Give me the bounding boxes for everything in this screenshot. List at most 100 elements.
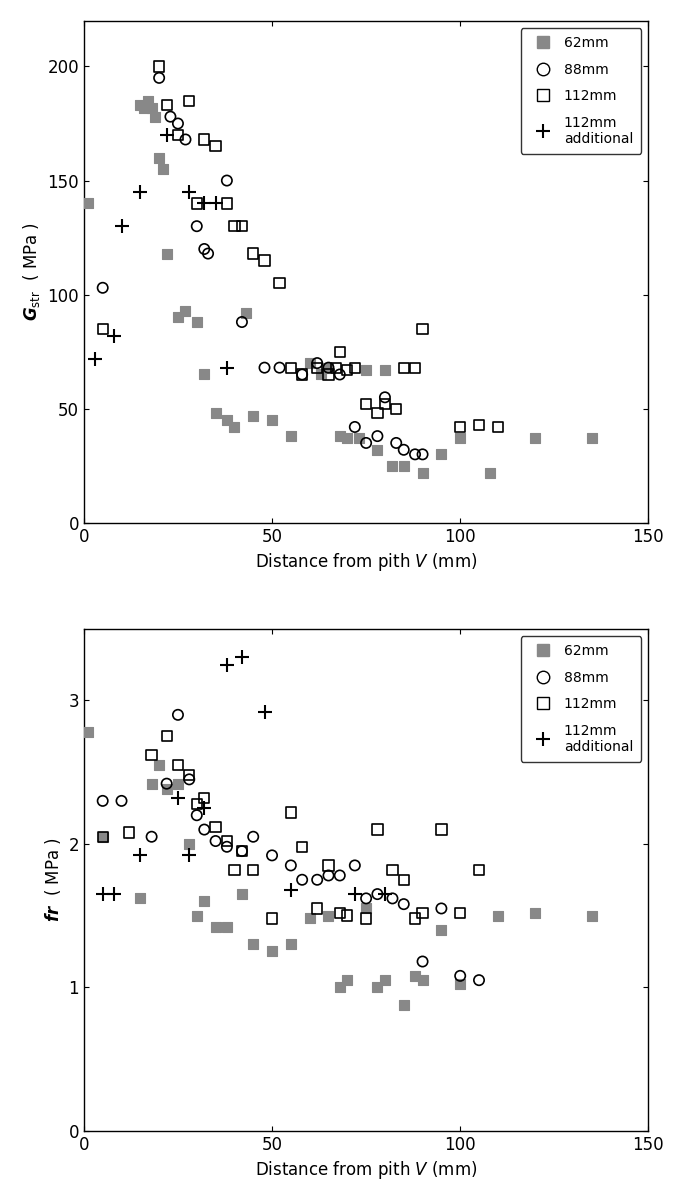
- Point: [173, 308, 184, 327]
- Point: [334, 903, 345, 922]
- Point: [210, 817, 221, 837]
- Point: [342, 429, 353, 448]
- Point: [286, 427, 297, 446]
- Point: [236, 885, 247, 904]
- Point: [221, 655, 232, 674]
- Legend: 62mm, 88mm, 112mm, 112mm
additional: 62mm, 88mm, 112mm, 112mm additional: [521, 28, 641, 154]
- Point: [398, 456, 409, 475]
- Point: [417, 903, 428, 922]
- Point: [150, 107, 161, 126]
- Point: [312, 358, 323, 377]
- Point: [82, 194, 93, 213]
- Point: [161, 780, 172, 799]
- Point: [360, 361, 371, 380]
- Point: [390, 434, 401, 453]
- Point: [410, 966, 421, 986]
- Point: [342, 906, 353, 926]
- Point: [210, 194, 221, 213]
- Point: [372, 885, 383, 904]
- Point: [436, 899, 447, 918]
- Point: [210, 917, 221, 936]
- Point: [184, 183, 195, 202]
- Point: [236, 841, 247, 861]
- Point: [372, 820, 383, 839]
- Point: [173, 114, 184, 133]
- Point: [199, 239, 210, 258]
- Point: [153, 148, 164, 167]
- Point: [165, 107, 176, 126]
- Point: [323, 865, 334, 885]
- Point: [379, 394, 390, 413]
- Point: [274, 358, 285, 377]
- Point: [248, 244, 259, 263]
- Point: [390, 399, 401, 418]
- Point: [199, 892, 210, 911]
- Point: [184, 769, 195, 789]
- Point: [349, 358, 360, 377]
- X-axis label: Distance from pith $V$ (mm): Distance from pith $V$ (mm): [255, 1159, 477, 1182]
- Point: [417, 970, 428, 989]
- Point: [191, 194, 202, 213]
- Point: [146, 97, 157, 117]
- Point: [286, 880, 297, 899]
- Point: [360, 909, 371, 928]
- Point: [473, 861, 484, 880]
- Point: [323, 906, 334, 926]
- Point: [266, 846, 277, 865]
- Point: [387, 888, 398, 908]
- Point: [153, 69, 164, 88]
- Point: [90, 349, 101, 368]
- Point: [342, 970, 353, 989]
- Point: [436, 820, 447, 839]
- Point: [221, 411, 232, 430]
- Point: [485, 463, 496, 482]
- Point: [259, 358, 270, 377]
- Point: [191, 313, 202, 332]
- Point: [387, 861, 398, 880]
- Point: [266, 942, 277, 962]
- Point: [349, 417, 360, 436]
- Point: [410, 358, 421, 377]
- Point: [161, 125, 172, 144]
- Point: [334, 865, 345, 885]
- Point: [153, 56, 164, 76]
- Point: [379, 361, 390, 380]
- Point: [334, 427, 345, 446]
- Point: [417, 463, 428, 482]
- Point: [334, 977, 345, 996]
- Point: [210, 404, 221, 423]
- Point: [493, 417, 503, 436]
- Point: [135, 888, 146, 908]
- Legend: 62mm, 88mm, 112mm, 112mm
additional: 62mm, 88mm, 112mm, 112mm additional: [521, 636, 641, 762]
- Point: [116, 216, 127, 236]
- Point: [199, 789, 210, 808]
- Point: [353, 429, 364, 448]
- Point: [135, 183, 146, 202]
- Point: [236, 313, 247, 332]
- Point: [191, 906, 202, 926]
- Point: [455, 966, 466, 986]
- Point: [334, 365, 345, 385]
- Point: [97, 278, 108, 297]
- Point: [123, 823, 134, 843]
- Point: [398, 894, 409, 914]
- Point: [417, 952, 428, 971]
- Point: [180, 300, 191, 320]
- Point: [97, 885, 108, 904]
- Point: [349, 856, 360, 875]
- Point: [161, 244, 172, 263]
- Point: [372, 427, 383, 446]
- Point: [323, 358, 334, 377]
- Point: [146, 827, 157, 846]
- Point: [184, 91, 195, 111]
- Point: [161, 774, 172, 793]
- Point: [312, 870, 323, 889]
- Point: [334, 343, 345, 362]
- Point: [387, 456, 398, 475]
- Point: [180, 130, 191, 149]
- Point: [97, 320, 108, 339]
- Point: [304, 353, 315, 373]
- Point: [229, 417, 240, 436]
- Point: [297, 837, 308, 856]
- Point: [229, 216, 240, 236]
